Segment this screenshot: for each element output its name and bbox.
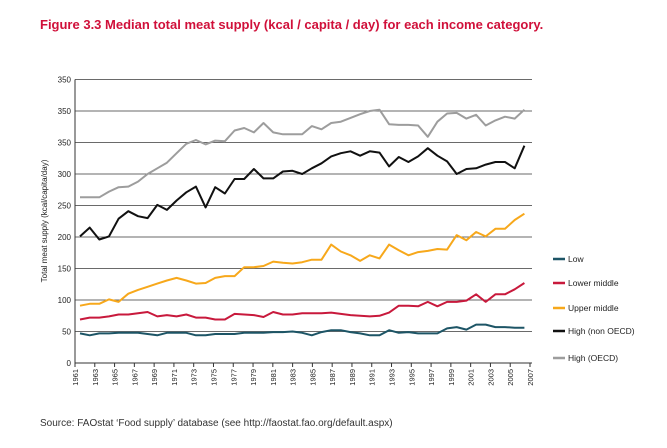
x-tick-label: 1993 bbox=[388, 369, 397, 386]
x-tick-label: 1977 bbox=[229, 369, 238, 386]
y-tick-label: 200 bbox=[58, 233, 72, 242]
y-tick-label: 50 bbox=[62, 328, 71, 337]
y-tick-label: 100 bbox=[58, 296, 72, 305]
x-tick-label: 1975 bbox=[209, 369, 218, 386]
x-tick-label: 2007 bbox=[526, 369, 535, 386]
y-tick-label: 350 bbox=[58, 76, 72, 85]
source-note: Source: FAOstat ‘Food supply’ database (… bbox=[40, 418, 393, 429]
x-tick-label: 1999 bbox=[447, 369, 456, 386]
x-tick-label: 1987 bbox=[328, 369, 337, 386]
series-line-high-non-oecd bbox=[79, 145, 526, 241]
legend-label: High (non OECD) bbox=[568, 326, 635, 336]
series-line-low bbox=[79, 323, 525, 337]
legend-label: Lower middle bbox=[568, 278, 619, 288]
y-tick-label: 300 bbox=[58, 170, 72, 179]
x-tick-label: 1965 bbox=[111, 369, 120, 386]
x-tick-label: 2005 bbox=[506, 369, 515, 386]
x-tick-label: 1981 bbox=[269, 369, 278, 386]
x-tick-label: 1991 bbox=[368, 369, 377, 386]
y-tick-label: 150 bbox=[58, 265, 72, 274]
x-tick-label: 1969 bbox=[150, 369, 159, 386]
x-tick-label: 2003 bbox=[486, 369, 495, 386]
legend-label: Upper middle bbox=[568, 303, 619, 313]
x-tick-label: 1985 bbox=[308, 369, 317, 386]
x-tick-label: 1973 bbox=[190, 369, 199, 386]
x-tick-label: 1983 bbox=[289, 369, 298, 386]
y-tick-label: 350 bbox=[58, 139, 72, 148]
y-tick-label: 0 bbox=[67, 359, 72, 368]
legend-label: Low bbox=[568, 254, 584, 264]
legend-label: High (OECD) bbox=[568, 353, 618, 363]
series-line-upper-middle bbox=[79, 212, 525, 307]
x-tick-label: 1971 bbox=[170, 369, 179, 386]
x-tick-label: 1963 bbox=[91, 369, 100, 386]
series-line-high-oecd bbox=[80, 108, 526, 199]
x-tick-label: 1997 bbox=[427, 369, 436, 386]
x-tick-label: 1979 bbox=[249, 369, 258, 386]
y-axis-label: Total meat supply (kcal/capita/day) bbox=[40, 159, 49, 282]
y-tick-label: 350 bbox=[58, 107, 72, 116]
x-tick-label: 1961 bbox=[71, 369, 80, 386]
x-tick-label: 2001 bbox=[467, 369, 476, 386]
x-tick-label: 1967 bbox=[130, 369, 139, 386]
series-line-lower-middle bbox=[79, 282, 525, 321]
y-tick-label: 250 bbox=[58, 202, 72, 211]
figure-title: Figure 3.3 Median total meat supply (kca… bbox=[40, 17, 544, 32]
x-tick-label: 1995 bbox=[407, 369, 416, 386]
x-tick-label: 1989 bbox=[348, 369, 357, 386]
